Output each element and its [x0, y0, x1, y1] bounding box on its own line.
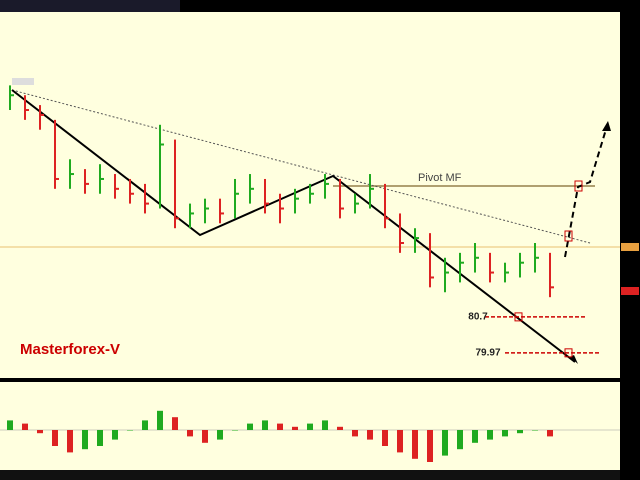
oscillator-bar [127, 430, 133, 431]
level-label: 79.97 [475, 347, 500, 358]
oscillator-bar [37, 430, 43, 434]
oscillator-bar [187, 430, 193, 437]
oscillator-bar [172, 417, 178, 430]
pivot-label: Pivot MF [418, 172, 462, 184]
toolbar [0, 0, 180, 12]
oscillator-bar [457, 430, 463, 450]
level-marker [514, 312, 523, 322]
current-price-tag [621, 243, 639, 251]
oscillator-bar [442, 430, 448, 456]
last-price-tag [621, 287, 639, 295]
oscillator-bar [472, 430, 478, 443]
marker [574, 180, 583, 192]
oscillator-bar [217, 430, 223, 440]
oscillator-bar [22, 423, 28, 430]
oscillator-bar [142, 420, 148, 430]
oscillator-bar [247, 423, 253, 430]
forecast-line [564, 125, 608, 258]
oscillator-bar [502, 430, 508, 437]
oscillator-bar [382, 430, 388, 446]
oscillator-bar [517, 430, 523, 434]
oscillator-bar [412, 430, 418, 459]
time-axis [0, 470, 620, 480]
oscillator-bar [307, 423, 313, 430]
marker [564, 230, 573, 242]
oscillator-bar [292, 426, 298, 430]
oscillator-bar [322, 420, 328, 430]
oscillator-bar [157, 410, 163, 430]
high-tag [12, 78, 34, 85]
oscillator-bar [7, 420, 13, 430]
oscillator-bar [547, 430, 553, 437]
oscillator-bar [262, 420, 268, 430]
watermark: Masterforex-V [20, 341, 120, 358]
oscillator-bar [337, 426, 343, 430]
oscillator-bar [277, 423, 283, 430]
level-marker [564, 348, 573, 358]
oscillator-bar [67, 430, 73, 453]
oscillator-bar [367, 430, 373, 440]
oscillator-bar [82, 430, 88, 450]
oscillator-bar [397, 430, 403, 453]
forecast-arrow-head [602, 121, 611, 131]
price-axis [620, 12, 640, 470]
oscillator-bar [52, 430, 58, 446]
oscillator-bar [202, 430, 208, 443]
oscillator-bar [532, 430, 538, 431]
oscillator-bar [97, 430, 103, 446]
oscillator-bar [232, 430, 238, 431]
trend-lines [11, 89, 576, 363]
oscillator-bar [352, 430, 358, 437]
oscillator-bar [487, 430, 493, 440]
oscillator-bar [427, 430, 433, 462]
level-label: 80.7 [468, 312, 488, 323]
oscillator-bar [112, 430, 118, 440]
